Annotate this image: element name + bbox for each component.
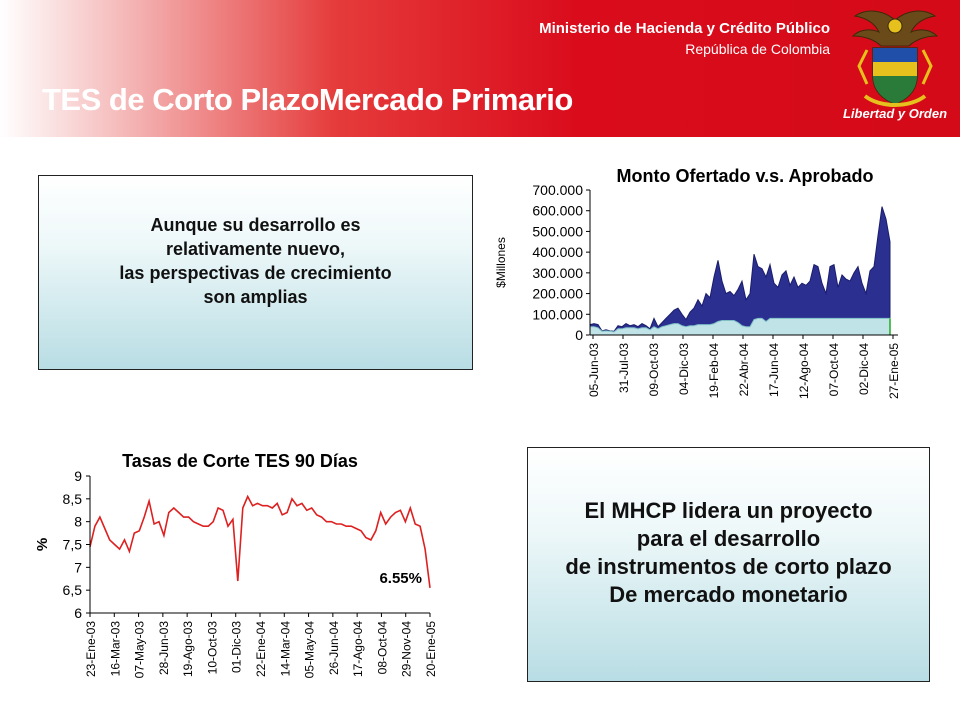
chart-title: Monto Ofertado v.s. Aprobado bbox=[617, 166, 874, 186]
x-tick-label: 12-Ago-04 bbox=[797, 343, 811, 399]
x-tick-label: 27-Ene-05 bbox=[887, 343, 901, 399]
box1-line: Aunque su desarrollo es bbox=[150, 214, 361, 235]
box2-line: De mercado monetario bbox=[609, 581, 848, 607]
series-tasa-line bbox=[89, 494, 431, 589]
x-tick-label: 16-Mar-03 bbox=[108, 621, 122, 677]
chart-title: Tasas de Corte TES 90 Días bbox=[122, 451, 358, 471]
project-text-box: El MHCP lidera un proyecto para el desar… bbox=[527, 447, 930, 682]
y-tick-label: 7,5 bbox=[63, 537, 83, 553]
y-tick-label: 700.000 bbox=[532, 182, 583, 198]
y-tick-label: 500.000 bbox=[532, 223, 583, 239]
x-tick-label: 10-Oct-03 bbox=[205, 621, 219, 675]
growth-text-box: Aunque su desarrollo es relativamente nu… bbox=[38, 175, 473, 370]
x-tick-label: 19-Feb-04 bbox=[707, 343, 721, 399]
x-tick-label: 02-Dic-04 bbox=[857, 343, 871, 395]
y-tick-label: 0 bbox=[575, 327, 583, 343]
ministry-block: Ministerio de Hacienda y Crédito Público… bbox=[539, 20, 830, 57]
y-axis-label: $Millones bbox=[494, 237, 508, 288]
x-tick-label: 17-Jun-04 bbox=[767, 343, 781, 397]
x-tick-label: 31-Jul-03 bbox=[617, 343, 631, 393]
x-tick-label: 22-Ene-04 bbox=[254, 621, 268, 677]
tasas-corte-chart: Tasas de Corte TES 90 Días% 6 6,5 7 7,5 8 8,5 9… bbox=[34, 451, 438, 679]
x-tick-label: 04-Dic-03 bbox=[677, 343, 691, 395]
x-tick-label: 23-Ene-03 bbox=[84, 621, 98, 677]
x-tick-label: 20-Ene-05 bbox=[424, 621, 438, 677]
x-tick-label: 07-May-03 bbox=[133, 621, 147, 679]
x-tick-label: 22-Abr-04 bbox=[737, 343, 751, 397]
box1-line: las perspectivas de crecimiento bbox=[119, 262, 392, 283]
y-tick-label: 100.000 bbox=[532, 306, 583, 322]
y-tick-label: 9 bbox=[74, 468, 82, 484]
y-axis-label: % bbox=[34, 538, 51, 551]
page-title: TES de Corto PlazoMercado Primario bbox=[42, 82, 573, 117]
y-tick-label: 400.000 bbox=[532, 244, 583, 260]
x-tick-label: 07-Oct-04 bbox=[827, 343, 841, 397]
x-tick-label: 26-Jun-04 bbox=[327, 621, 341, 675]
y-tick-label: 8 bbox=[74, 514, 82, 530]
x-tick-label: 17-Ago-04 bbox=[351, 621, 365, 677]
box2-line: para el desarrollo bbox=[636, 525, 821, 551]
x-tick-label: 05-May-04 bbox=[303, 621, 317, 679]
box2-line: El MHCP lidera un proyecto bbox=[584, 497, 873, 523]
x-tick-label: 28-Jun-03 bbox=[157, 621, 171, 675]
y-tick-label: 600.000 bbox=[532, 203, 583, 219]
x-tick-label: 09-Oct-03 bbox=[647, 343, 661, 397]
monto-ofertado-chart: Monto Ofertado v.s. Aprobado $Millones 0 10… bbox=[494, 166, 901, 399]
series-aprobado-area bbox=[589, 317, 891, 336]
box1-line: son amplias bbox=[203, 286, 308, 307]
y-tick-label: 6,5 bbox=[63, 582, 83, 598]
box2-line: de instrumentos de corto plazo bbox=[565, 553, 892, 579]
box1-line: relativamente nuevo, bbox=[165, 238, 346, 259]
x-tick-label: 19-Ago-03 bbox=[181, 621, 195, 677]
y-tick-label: 7 bbox=[74, 559, 82, 575]
x-tick-label: 29-Nov-04 bbox=[400, 621, 414, 677]
series-ofertado-area bbox=[589, 206, 891, 336]
y-tick-label: 300.000 bbox=[532, 265, 583, 281]
y-tick-label: 6 bbox=[74, 605, 82, 621]
x-tick-label: 01-Dic-03 bbox=[230, 621, 244, 673]
ministry-name: Ministerio de Hacienda y Crédito Público bbox=[539, 20, 830, 37]
last-value-annotation: 6.55% bbox=[379, 570, 422, 587]
coat-of-arms-logo bbox=[851, 10, 939, 107]
y-tick-label: 8,5 bbox=[63, 491, 83, 507]
x-tick-label: 14-Mar-04 bbox=[278, 621, 292, 677]
country-name: República de Colombia bbox=[685, 41, 830, 57]
motto: Libertad y Orden bbox=[842, 106, 948, 121]
x-tick-label: 05-Jun-03 bbox=[587, 343, 601, 397]
header-band bbox=[0, 0, 960, 137]
x-tick-label: 08-Oct-04 bbox=[375, 621, 389, 675]
y-tick-label: 200.000 bbox=[532, 286, 583, 302]
